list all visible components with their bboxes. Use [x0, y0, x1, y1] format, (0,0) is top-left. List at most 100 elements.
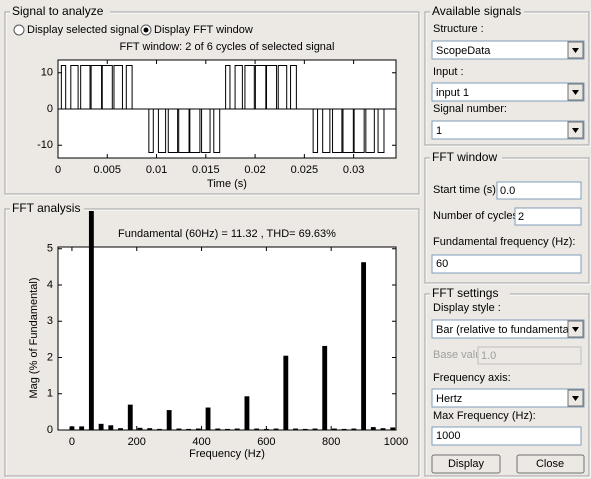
y-tick-label: 3	[47, 315, 53, 327]
y-tick-label: 0	[47, 424, 53, 436]
signal-pulse	[60, 64, 67, 109]
dropdown-value: ScopeData	[436, 45, 491, 57]
edit-box[interactable]	[514, 207, 582, 226]
signal-pulse	[167, 109, 179, 154]
label: Max Frequency (Hz):	[433, 410, 536, 422]
edit-value: 1.0	[481, 350, 496, 362]
edit-box[interactable]	[431, 254, 582, 274]
bar	[166, 410, 172, 430]
panel-title: Available signals	[432, 4, 521, 18]
signal-pulse	[277, 64, 288, 109]
panel-title: Signal to analyze	[12, 4, 104, 18]
radio-label[interactable]: Display FFT window	[154, 24, 253, 36]
radio-label[interactable]: Display selected signal	[27, 24, 139, 36]
x-tick-label: 0.005	[94, 164, 122, 176]
edit-value: 60	[436, 258, 448, 270]
label: Start time (s):	[433, 184, 499, 196]
bar	[312, 428, 318, 430]
plot-box	[57, 246, 397, 431]
signal-pulse	[266, 64, 278, 109]
edit-box[interactable]	[496, 181, 582, 200]
plot-area	[58, 247, 396, 430]
label: Base value:	[433, 349, 490, 361]
x-tick-label: 0.025	[291, 164, 319, 176]
y-tick-label: 1	[47, 388, 53, 400]
dropdown-arrows	[567, 41, 584, 407]
button[interactable]	[431, 454, 501, 474]
signal-pulse	[365, 109, 375, 154]
signal-pulse	[332, 109, 343, 154]
x-tick-label: 0.01	[146, 164, 167, 176]
x-tick-label: 0	[55, 164, 61, 176]
bar	[157, 428, 162, 430]
plot-title: FFT window: 2 of 6 cycles of selected si…	[119, 41, 334, 53]
dropdown[interactable]	[431, 319, 585, 339]
dropdown-value: Hertz	[436, 393, 462, 405]
bar	[137, 427, 143, 430]
signal-pulse	[377, 109, 385, 154]
bar	[293, 428, 298, 430]
edit-box[interactable]	[431, 426, 582, 446]
x-axis-label: Frequency (Hz)	[189, 448, 265, 460]
x-tick-label: 600	[257, 436, 275, 448]
y-tick-label: 4	[47, 279, 53, 291]
panel-frames	[4, 4, 591, 478]
y-tick-label: 5	[47, 243, 53, 255]
label: Signal number:	[433, 103, 507, 115]
x-axis-label: Time (s)	[207, 178, 247, 190]
signal-pulse	[342, 109, 354, 154]
bar	[273, 428, 279, 430]
bar	[322, 345, 328, 430]
x-tick-label: 1000	[384, 436, 408, 448]
label: Number of cycles:	[433, 210, 521, 222]
x-tick-label: 0.03	[343, 164, 364, 176]
button-label[interactable]: Display	[448, 458, 485, 470]
signal-pulse	[244, 64, 255, 109]
button-label[interactable]: Close	[536, 458, 564, 470]
bar	[341, 428, 347, 430]
y-tick-label: 10	[41, 67, 53, 79]
signal-pulse	[312, 109, 319, 154]
bar	[361, 262, 367, 430]
bar	[215, 428, 221, 430]
bar	[234, 428, 240, 430]
label: Input :	[433, 66, 464, 78]
bar	[390, 427, 396, 430]
label: Structure :	[433, 23, 484, 35]
panel-title: FFT window	[432, 150, 497, 164]
dropdown-value: 1	[436, 125, 442, 137]
bar	[380, 428, 386, 430]
dropdown[interactable]	[431, 388, 585, 408]
fft-bars	[69, 211, 396, 430]
signal-pulse	[148, 109, 154, 154]
x-tick-label: 0.015	[192, 164, 220, 176]
edit-box-disabled	[477, 346, 582, 365]
signal-pulse	[353, 109, 365, 154]
signal-pulse	[101, 64, 113, 109]
dropdown-value: input 1	[436, 87, 469, 99]
dropdown[interactable]	[431, 82, 585, 102]
x-tick-label: 0	[69, 436, 75, 448]
bar	[88, 211, 94, 430]
signal-pulse	[70, 64, 79, 109]
bar	[302, 428, 308, 430]
bar	[127, 404, 133, 430]
bar	[108, 425, 114, 430]
bar	[225, 428, 230, 430]
dropdown[interactable]	[431, 40, 585, 60]
button[interactable]	[516, 454, 585, 474]
bar	[244, 396, 250, 430]
bar	[186, 428, 192, 430]
dropdown[interactable]	[431, 120, 585, 140]
bar	[254, 428, 260, 430]
bar	[147, 428, 153, 430]
bar	[98, 423, 104, 430]
y-tick-label: 0	[47, 103, 53, 115]
y-tick-label: -10	[37, 139, 53, 151]
label: Display style :	[433, 302, 501, 314]
radio-button[interactable]	[13, 24, 25, 36]
signal-pulse	[189, 109, 201, 154]
signal-pulse	[178, 109, 190, 154]
bar	[331, 428, 337, 430]
